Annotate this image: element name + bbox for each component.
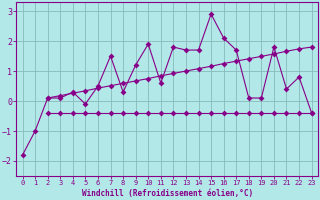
X-axis label: Windchill (Refroidissement éolien,°C): Windchill (Refroidissement éolien,°C) — [82, 189, 253, 198]
